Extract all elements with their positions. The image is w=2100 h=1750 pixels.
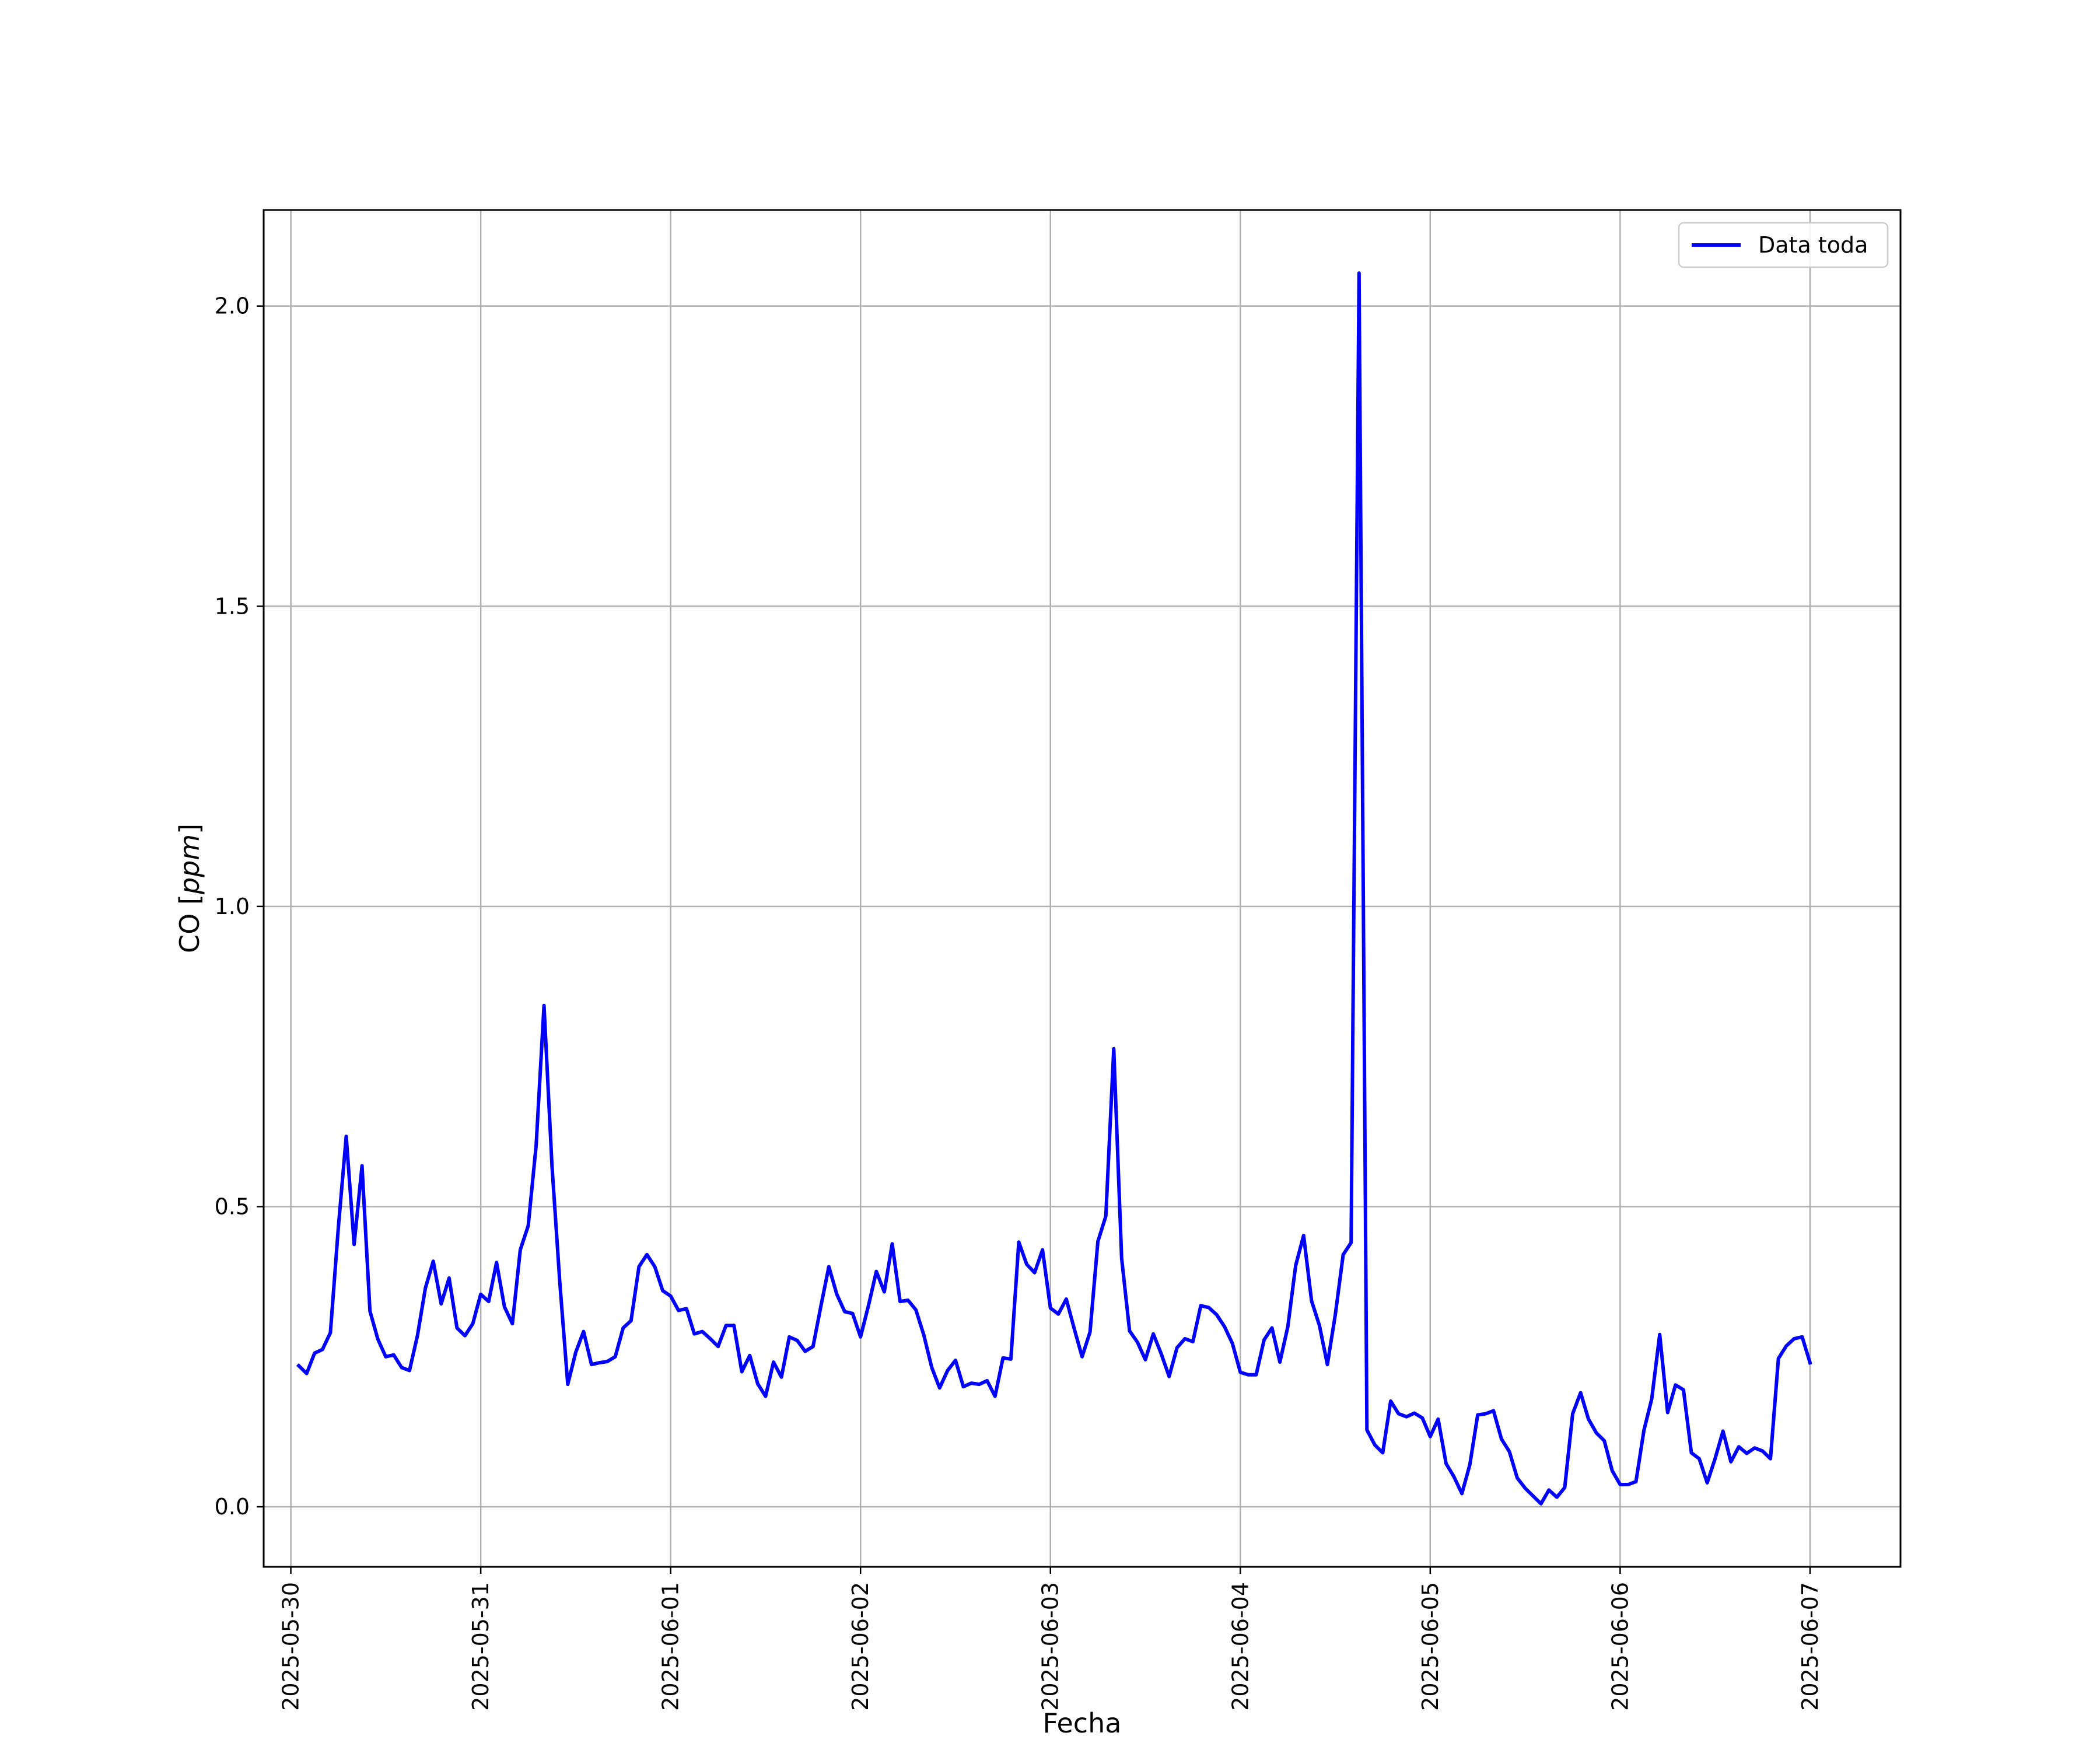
x-tick-label: 2025-06-01 bbox=[658, 1582, 684, 1711]
x-tick-label: 2025-06-02 bbox=[848, 1582, 873, 1711]
y-tick-label: 1.5 bbox=[215, 593, 250, 619]
x-tick-label: 2025-06-04 bbox=[1227, 1582, 1253, 1711]
y-axis-label-prefix: CO [ bbox=[174, 894, 205, 953]
y-axis-label-unit: ppm bbox=[174, 834, 205, 895]
y-tick-label: 1.0 bbox=[215, 894, 250, 919]
series-line-data-toda bbox=[296, 271, 1812, 1506]
legend-label-data-toda: Data toda bbox=[1758, 232, 1868, 258]
y-tick-label: 2.0 bbox=[215, 293, 250, 319]
axis-ticks: 2025-05-30 2025-05-31 2025-06-01 2025-06-02… bbox=[215, 293, 1823, 1711]
y-axis-label: CO [ppm] bbox=[174, 824, 205, 953]
x-tick-label: 2025-06-06 bbox=[1607, 1582, 1633, 1711]
series-group bbox=[296, 271, 1812, 1506]
legend-box bbox=[1678, 222, 1889, 268]
y-axis-label-suffix: ] bbox=[174, 824, 205, 834]
x-tick-label: 2025-05-30 bbox=[278, 1582, 304, 1711]
x-tick-label: 2025-06-05 bbox=[1418, 1582, 1443, 1711]
x-tick-label: 2025-06-03 bbox=[1038, 1582, 1063, 1711]
x-axis-label: Fecha bbox=[1043, 1707, 1122, 1739]
x-tick-label: 2025-05-31 bbox=[468, 1582, 494, 1711]
x-tick-label: 2025-06-07 bbox=[1797, 1582, 1823, 1711]
y-tick-label: 0.5 bbox=[215, 1194, 250, 1219]
plot-area-frame bbox=[262, 209, 1902, 1568]
y-tick-label: 0.0 bbox=[215, 1494, 250, 1520]
legend: Data toda bbox=[1678, 222, 1889, 268]
grid bbox=[264, 210, 1901, 1567]
